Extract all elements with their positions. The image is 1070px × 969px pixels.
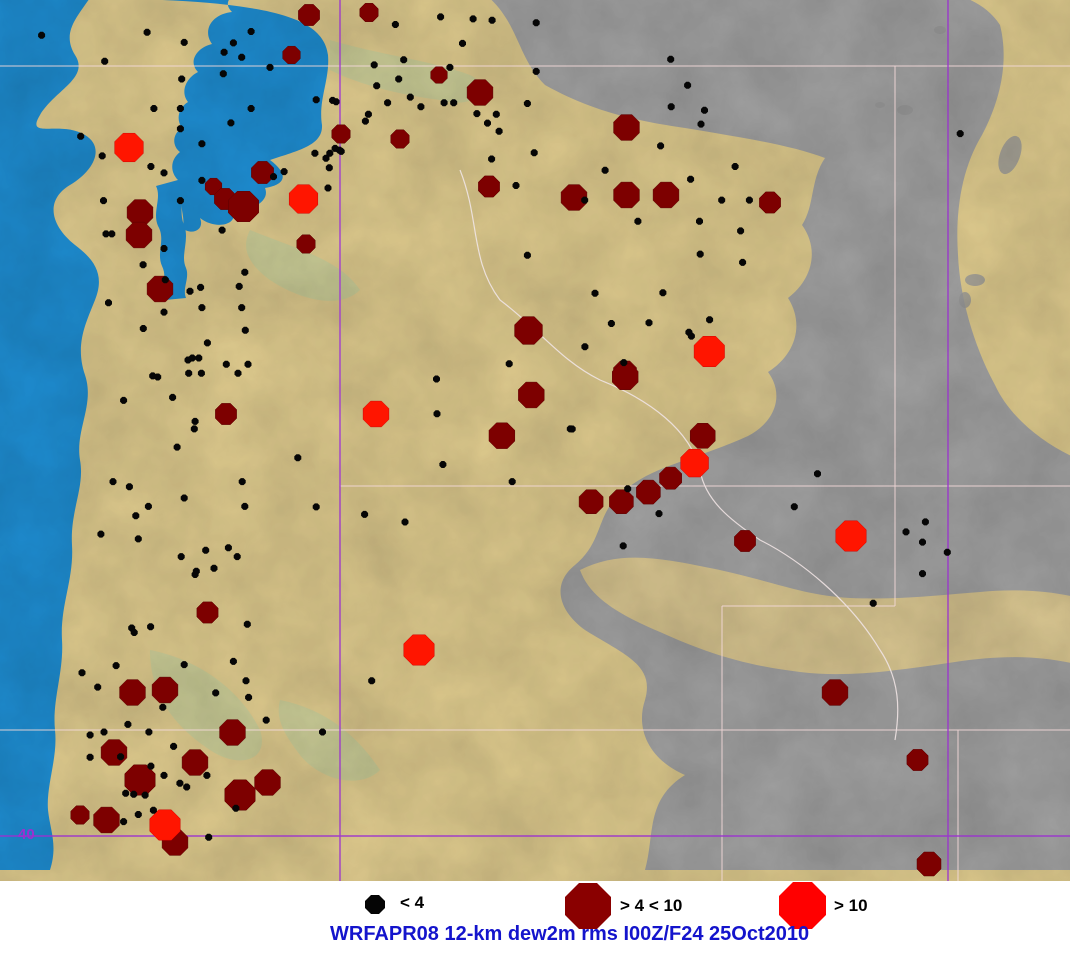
svg-text:> 4 < 10: > 4 < 10 xyxy=(620,896,682,915)
svg-text:< 4: < 4 xyxy=(400,893,425,912)
svg-text:WRFAPR08 12-km dew2m rms I00Z/: WRFAPR08 12-km dew2m rms I00Z/F24 25Oct2… xyxy=(330,923,809,945)
svg-text:> 10: > 10 xyxy=(834,896,868,915)
